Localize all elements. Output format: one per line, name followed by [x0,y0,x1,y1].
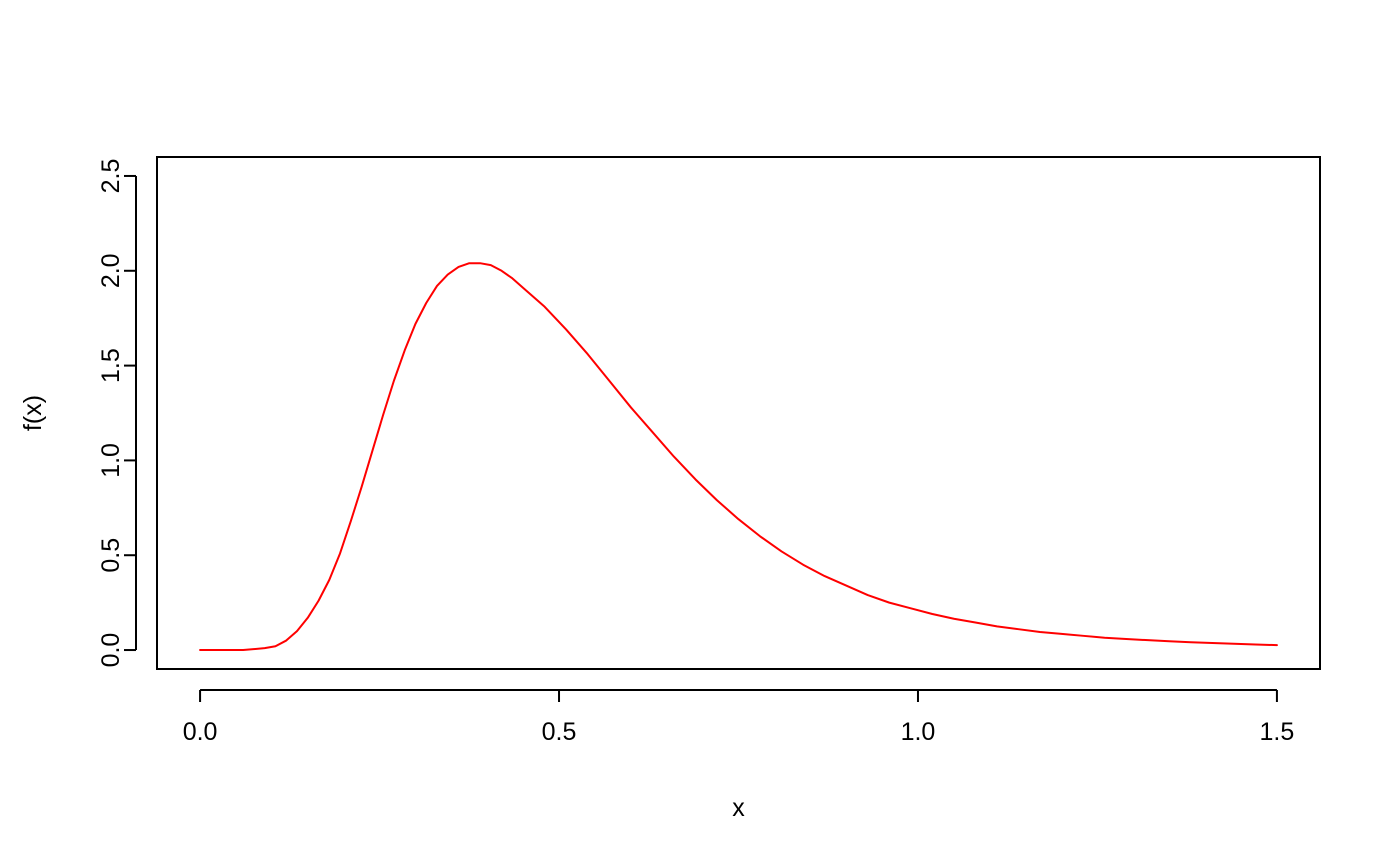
y-axis-title: f(x) [19,395,47,431]
series-layer [199,262,1278,652]
x-axis-title: x [732,794,745,822]
x-axis: 0.0 0.5 1.0 1.5 [183,689,1295,746]
plot-frame [156,156,1321,670]
y-axis: 0.0 0.5 1.0 1.5 2.0 2.5 [97,159,137,668]
y-tick-label: 1.5 [97,348,125,383]
x-tick-label: 1.0 [901,718,936,746]
x-tick-label: 1.5 [1260,718,1295,746]
series-line-density [199,262,1278,652]
x-tick-label: 0.0 [183,718,218,746]
y-tick-label: 2.5 [97,159,125,194]
y-tick-label: 1.0 [97,443,125,478]
y-tick-label: 0.0 [97,633,125,668]
y-tick-label: 2.0 [97,253,125,288]
plot-area [156,156,1321,670]
y-tick-label: 0.5 [97,538,125,573]
x-tick-label: 0.5 [542,718,577,746]
